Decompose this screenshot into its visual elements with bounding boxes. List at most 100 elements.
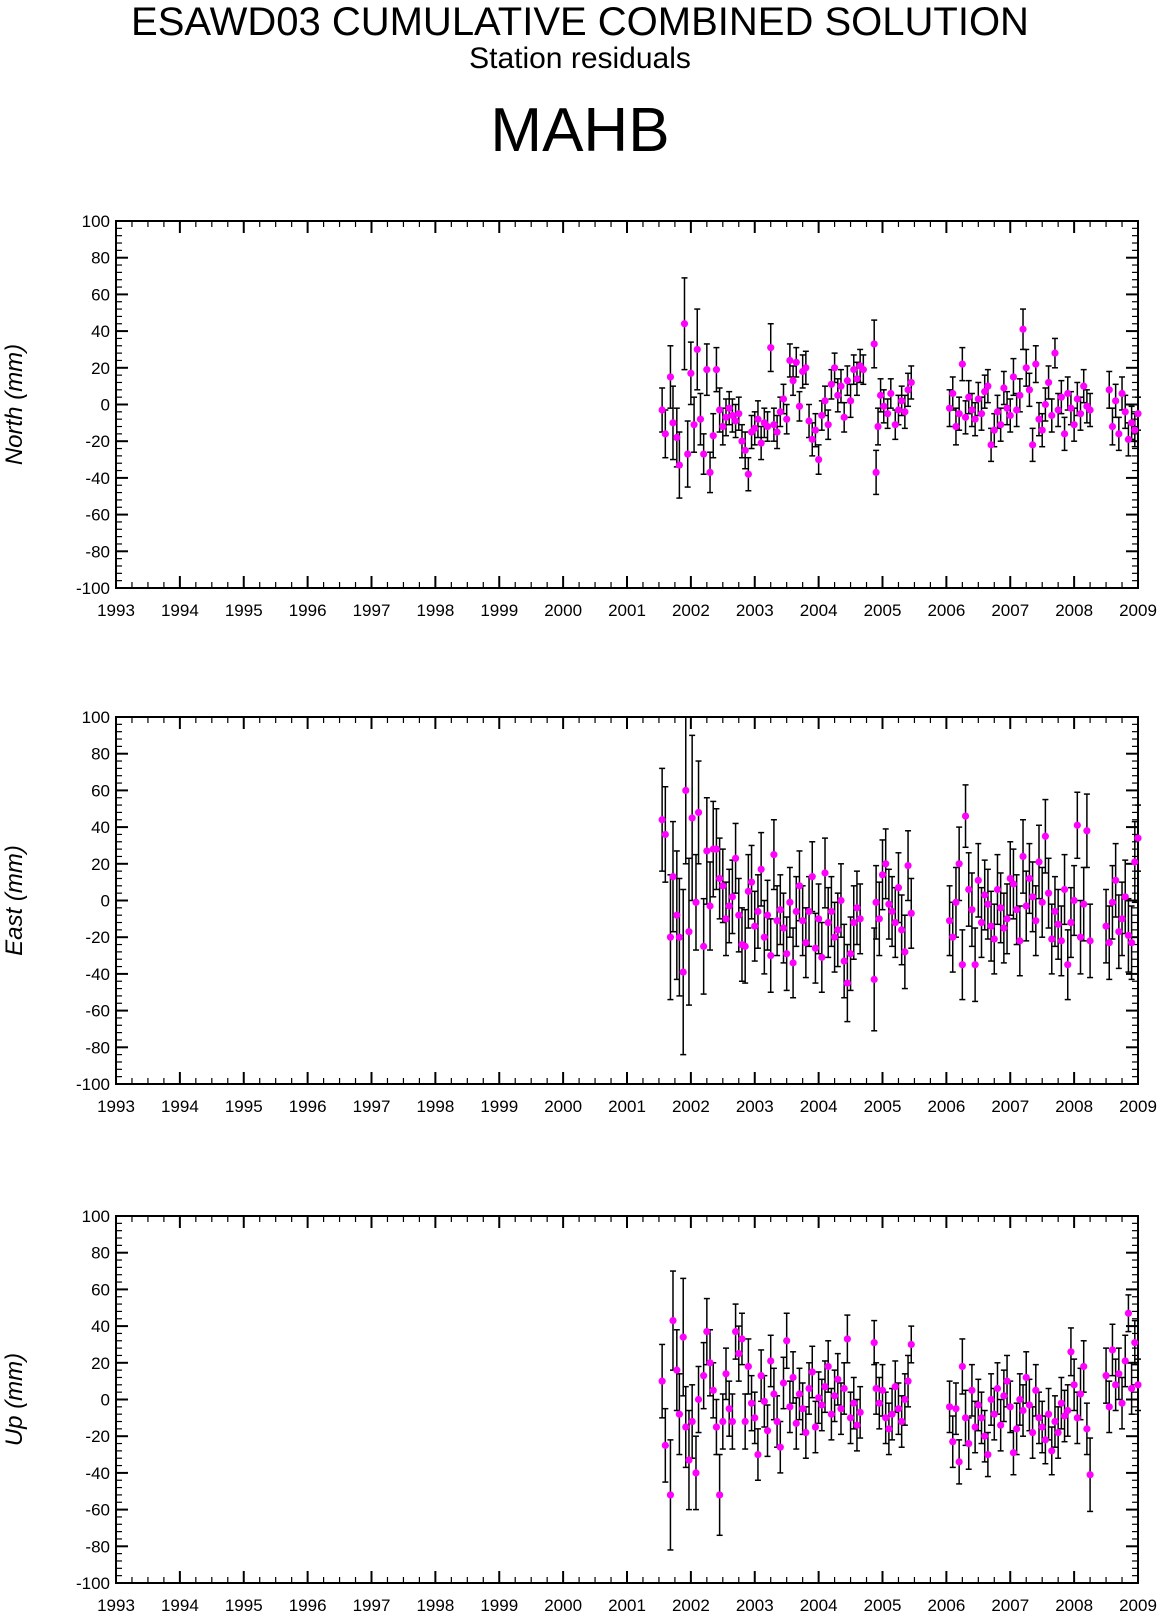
x-tick-label: 1997 xyxy=(353,1596,391,1615)
y-tick-label: 0 xyxy=(101,1391,110,1410)
station-name: MAHB xyxy=(490,96,670,165)
panel-up: 1993 1994 1995 1996 1997 1998 1999 2000 2001 2002… xyxy=(1,1207,1157,1615)
data-point xyxy=(693,345,701,354)
data-point xyxy=(1124,1309,1133,1317)
data-point xyxy=(1067,404,1075,412)
data-point xyxy=(719,1417,727,1426)
data-point xyxy=(824,1362,832,1371)
data-point xyxy=(1003,915,1011,923)
data-point xyxy=(805,907,813,916)
data-point xyxy=(1048,935,1056,943)
data-point xyxy=(808,435,816,443)
data-point xyxy=(703,1328,711,1336)
data-point xyxy=(682,786,690,795)
data-point xyxy=(690,421,698,429)
data-point xyxy=(1057,393,1065,401)
x-tick-label: 2008 xyxy=(1055,1097,1093,1116)
data-point xyxy=(735,410,743,418)
data-point xyxy=(1022,902,1030,910)
y-tick-label: 60 xyxy=(91,285,110,304)
data-point xyxy=(885,900,893,908)
data-point xyxy=(669,419,677,427)
data-point xyxy=(680,320,689,328)
data-point xyxy=(741,446,749,454)
data-point xyxy=(795,882,804,890)
data-point xyxy=(786,356,794,365)
data-point xyxy=(981,388,989,396)
data-point xyxy=(805,417,813,425)
data-point xyxy=(802,364,810,372)
data-point xyxy=(904,862,912,870)
data-point xyxy=(846,397,855,405)
data-point xyxy=(1064,389,1072,398)
panel-north: 1993 1994 1995 1996 1997 1998 1999 2000 2001 2002… xyxy=(1,212,1157,620)
data-point xyxy=(1083,827,1091,835)
data-point xyxy=(703,847,711,855)
data-point xyxy=(1134,834,1142,842)
data-point xyxy=(795,1390,804,1398)
data-point xyxy=(776,906,784,914)
data-point xyxy=(1118,915,1126,923)
data-point xyxy=(661,430,669,438)
data-point xyxy=(757,439,765,447)
data-point xyxy=(754,1450,762,1459)
data-point xyxy=(722,413,730,421)
data-point xyxy=(834,926,842,934)
data-point xyxy=(1073,821,1081,829)
data-point xyxy=(1006,874,1014,883)
y-tick-label: 60 xyxy=(91,781,110,800)
data-point xyxy=(1009,880,1018,888)
data-point xyxy=(673,911,681,919)
data-point xyxy=(1086,406,1094,414)
data-point xyxy=(700,942,708,950)
data-point xyxy=(716,406,724,414)
y-tick-label: 40 xyxy=(91,322,110,341)
data-point xyxy=(977,1414,986,1422)
data-point xyxy=(880,402,888,410)
data-point xyxy=(997,1421,1005,1429)
data-point xyxy=(1029,441,1037,449)
data-point xyxy=(965,393,973,401)
data-point xyxy=(757,865,765,873)
data-point xyxy=(1121,408,1129,416)
y-axis-label: Up (mm) xyxy=(1,1353,28,1446)
data-point xyxy=(872,898,880,906)
data-point xyxy=(984,900,992,908)
data-point xyxy=(789,1373,797,1382)
data-point xyxy=(1070,1381,1078,1389)
data-point xyxy=(1051,349,1059,357)
y-tick-label: 0 xyxy=(101,892,110,911)
x-tick-label: 2006 xyxy=(927,601,965,620)
data-point xyxy=(888,1410,896,1418)
data-point xyxy=(1105,1403,1113,1411)
data-point xyxy=(1118,1399,1126,1407)
data-point xyxy=(747,1399,756,1407)
data-point xyxy=(666,933,675,941)
data-point xyxy=(1035,415,1043,423)
y-tick-label: -60 xyxy=(85,1002,110,1021)
data-point xyxy=(738,1335,746,1343)
data-point xyxy=(773,1417,781,1426)
data-point xyxy=(669,1316,677,1325)
data-point xyxy=(891,421,899,429)
data-point xyxy=(1006,1403,1014,1411)
data-point xyxy=(827,907,836,916)
data-point xyxy=(1112,1381,1120,1389)
data-point xyxy=(767,951,775,960)
data-point xyxy=(1044,378,1053,387)
x-tick-label: 2005 xyxy=(864,1097,902,1116)
data-point xyxy=(1006,411,1014,420)
data-point xyxy=(735,911,743,919)
data-point xyxy=(1013,906,1021,914)
data-point xyxy=(945,1403,954,1411)
data-point xyxy=(1108,898,1117,906)
data-point xyxy=(776,1443,784,1451)
data-point xyxy=(688,814,696,822)
data-point xyxy=(958,1362,966,1371)
data-point xyxy=(1073,1414,1081,1422)
x-tick-label: 2001 xyxy=(608,1596,646,1615)
data-point xyxy=(725,404,733,412)
data-point xyxy=(731,854,740,862)
data-point xyxy=(744,887,752,895)
